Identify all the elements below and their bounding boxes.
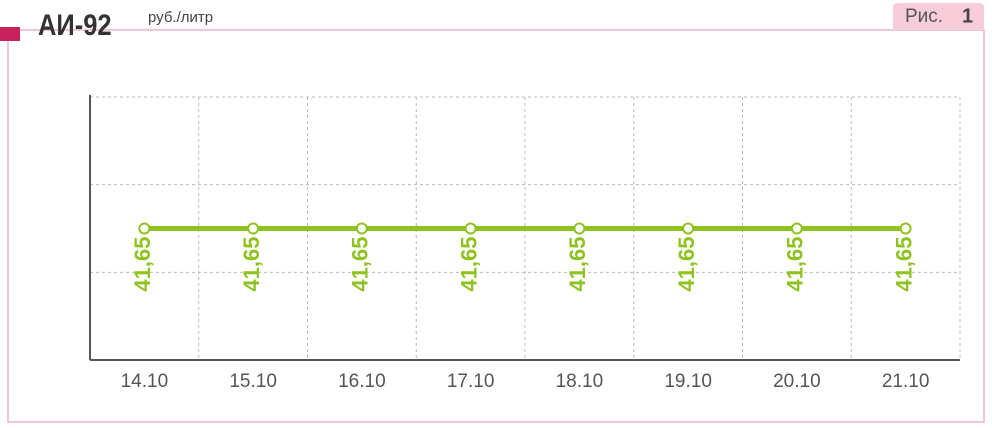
marker <box>0 27 20 41</box>
value-label: 41,65 <box>783 237 808 292</box>
x-tick-label: 17.10 <box>447 371 495 392</box>
x-tick-label: 20.10 <box>773 371 821 392</box>
point <box>355 222 368 235</box>
figure-number: 1 <box>962 5 973 27</box>
value-label: 41,65 <box>348 237 373 292</box>
figure-tab <box>893 3 984 30</box>
point <box>899 222 912 235</box>
value-label: 41,65 <box>239 237 264 292</box>
x-tick-label: 18.10 <box>556 371 604 392</box>
point <box>573 222 586 235</box>
chart-title: АИ-92 <box>38 8 112 41</box>
value-label: 41,65 <box>674 237 699 292</box>
x-tick-label: 16.10 <box>338 371 386 392</box>
point <box>682 222 695 235</box>
value-label: 41,65 <box>130 237 155 292</box>
value-label: 41,65 <box>456 237 481 292</box>
frame <box>7 29 985 423</box>
value-label: 41,65 <box>565 237 590 292</box>
point <box>247 222 260 235</box>
point <box>790 222 803 235</box>
value-label: 41,65 <box>891 237 916 292</box>
point <box>138 222 151 235</box>
chart-subtitle: руб./литр <box>148 9 213 26</box>
x-tick-label: 15.10 <box>229 371 277 392</box>
x-tick-label: 14.10 <box>121 371 169 392</box>
x-tick-label: 21.10 <box>882 371 930 392</box>
point <box>464 222 477 235</box>
figure-label: Рис. <box>905 6 943 27</box>
x-tick-label: 19.10 <box>664 371 712 392</box>
